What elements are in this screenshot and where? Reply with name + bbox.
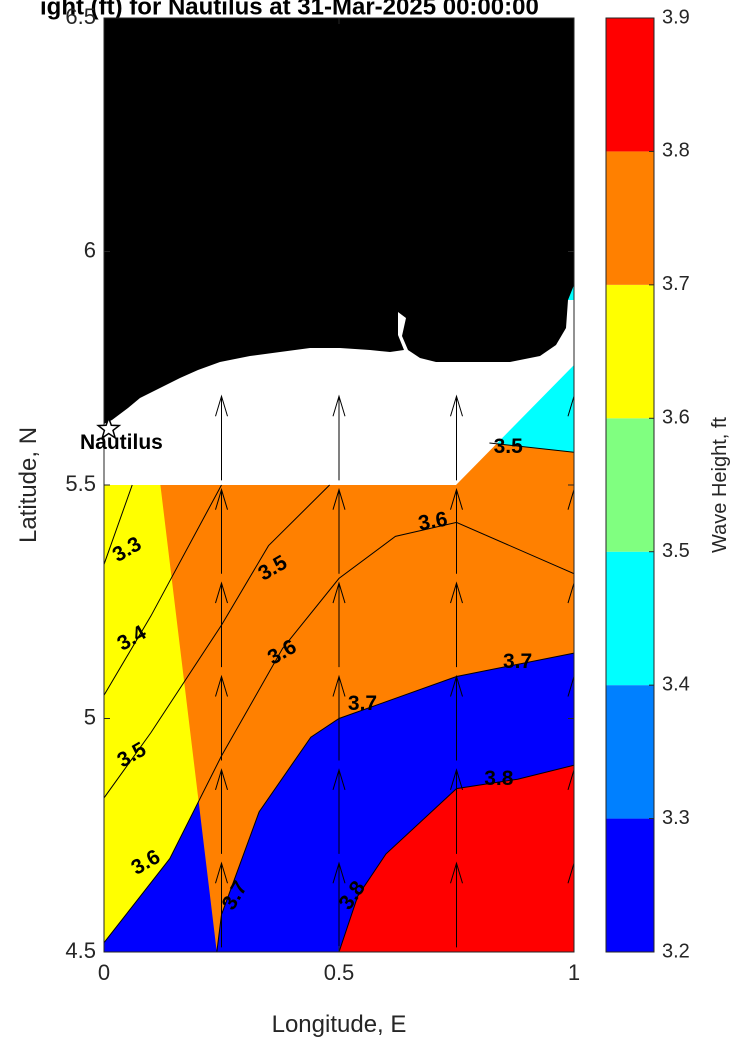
wave-vector-arrow bbox=[450, 394, 463, 481]
colorbar: 3.2 3.3 3.4 3.5 3.6 3.7 3.8 3.9 bbox=[605, 6, 690, 962]
x-tick-label: 0.5 bbox=[324, 960, 355, 985]
contour-band bbox=[339, 765, 574, 952]
wave-vector-arrow bbox=[332, 581, 346, 668]
wave-vector-arrow bbox=[332, 394, 346, 481]
colorbar-segment bbox=[606, 818, 654, 952]
colorbar-tick-label: 3.2 bbox=[662, 940, 690, 962]
chart-title: ight (ft) for Nautilus at 31-Mar-2025 00… bbox=[40, 0, 539, 20]
station-marker: Nautilus bbox=[80, 415, 163, 454]
colorbar-tick-label: 3.8 bbox=[662, 140, 690, 162]
y-tick-label: 5 bbox=[84, 704, 96, 729]
axis-ticks: 0 0.5 1 4.5 5 5.5 6 6.5 bbox=[65, 4, 580, 985]
colorbar-tick-label: 3.6 bbox=[662, 407, 690, 429]
x-tick-label: 0 bbox=[98, 960, 110, 985]
wave-vector-arrow bbox=[215, 674, 228, 761]
contour-label: 3.7 bbox=[348, 692, 377, 715]
wave-vector-arrow bbox=[332, 768, 346, 854]
wave-vector-arrow bbox=[450, 581, 463, 668]
wave-direction-vectors bbox=[215, 394, 574, 948]
plot-area: 3.33.43.53.53.53.63.63.63.73.73.73.83.8 bbox=[104, 18, 574, 952]
contour-label: 3.6 bbox=[416, 508, 449, 536]
wave-vector-arrow bbox=[567, 861, 574, 948]
y-tick-label: 4.5 bbox=[65, 938, 96, 963]
wave-vector-arrow bbox=[332, 674, 346, 761]
colorbar-tick-label: 3.4 bbox=[662, 673, 690, 695]
colorbar-tick-label: 3.3 bbox=[662, 807, 690, 829]
station-label: Nautilus bbox=[80, 431, 163, 454]
land-mass bbox=[104, 18, 574, 424]
contour-line bbox=[104, 521, 574, 944]
colorbar-frame bbox=[605, 17, 655, 953]
x-tick-label: 1 bbox=[568, 960, 580, 985]
wave-vector-arrow bbox=[567, 674, 574, 761]
wave-vector-arrow bbox=[215, 768, 228, 854]
wave-vector-arrow bbox=[450, 768, 463, 854]
y-tick-label: 6 bbox=[84, 237, 96, 262]
wave-vector-arrow bbox=[215, 581, 228, 668]
contour-line bbox=[338, 764, 574, 952]
wave-vector-arrow bbox=[332, 861, 346, 948]
contour-label: 3.7 bbox=[503, 650, 532, 673]
x-axis-label: Longitude, E bbox=[272, 1011, 407, 1038]
wave-vector-arrow bbox=[567, 581, 574, 668]
wave-vector-arrow bbox=[450, 861, 463, 948]
contour-label: 3.5 bbox=[494, 435, 524, 458]
wave-vector-arrow bbox=[567, 768, 574, 854]
y-tick-label: 6.5 bbox=[65, 4, 96, 29]
contour-line bbox=[489, 442, 574, 453]
colorbar-segment bbox=[606, 284, 654, 419]
wave-vector-arrow bbox=[567, 394, 574, 481]
colorbar-segment bbox=[606, 418, 654, 552]
colorbar-segment bbox=[606, 551, 654, 686]
colorbar-tick-label: 3.9 bbox=[662, 6, 690, 28]
wave-vector-arrow bbox=[450, 674, 463, 761]
contour-line bbox=[104, 484, 133, 579]
colorbar-segment bbox=[606, 685, 654, 819]
wave-vector-arrow bbox=[215, 394, 228, 481]
colorbar-tick-label: 3.7 bbox=[662, 273, 690, 295]
wave-vector-arrow bbox=[215, 861, 228, 948]
colorbar-tick-label: 3.5 bbox=[662, 540, 690, 562]
wave-vector-arrow bbox=[215, 487, 228, 574]
contour-label: 3.8 bbox=[484, 767, 514, 790]
colorbar-label: Wave Height, ft bbox=[709, 417, 731, 553]
wave-vector-arrow bbox=[332, 487, 346, 574]
colorbar-segment bbox=[606, 18, 654, 152]
y-axis-label: Latitude, N bbox=[15, 427, 42, 543]
contour-line bbox=[104, 484, 222, 696]
wave-vector-arrow bbox=[567, 487, 574, 574]
colorbar-segment bbox=[606, 151, 654, 285]
wave-vector-arrow bbox=[450, 487, 463, 574]
y-tick-label: 5.5 bbox=[65, 471, 96, 496]
station-star-icon bbox=[96, 415, 122, 440]
